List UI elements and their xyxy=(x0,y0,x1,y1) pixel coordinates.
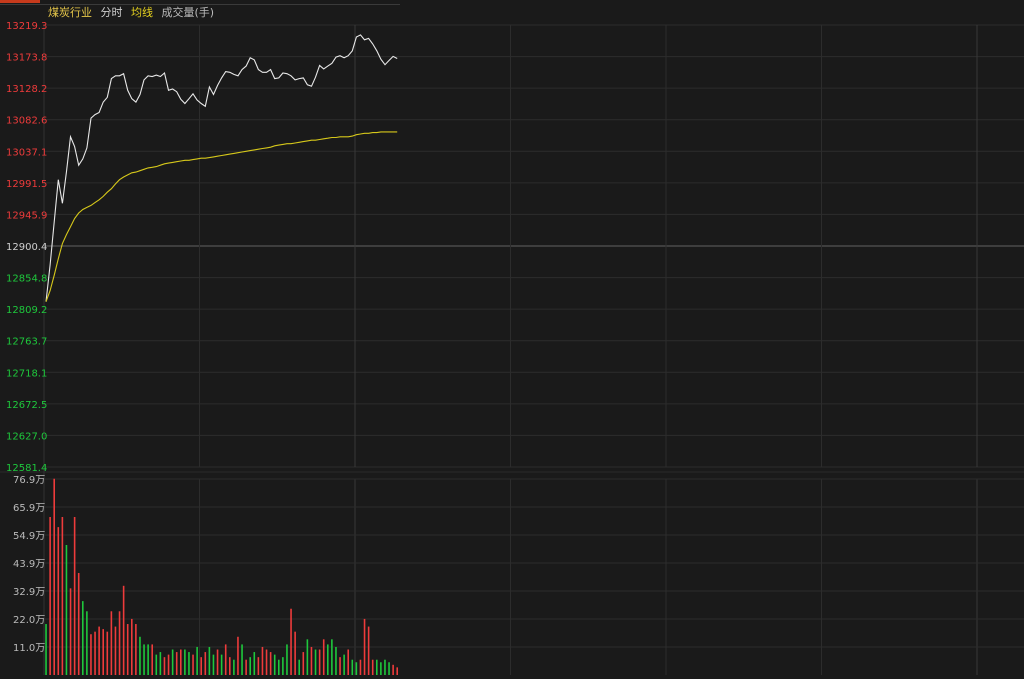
grid-lines xyxy=(0,24,1024,675)
volume-tick-label: 11.0万 xyxy=(13,643,45,654)
price-tick-label: 12718.1 xyxy=(6,368,47,379)
price-line xyxy=(45,34,398,302)
price-tick-label: 12627.0 xyxy=(6,431,47,442)
price-tick-label: 13128.2 xyxy=(6,84,47,95)
chart-header: 煤炭行业 分时 均线 成交量(手) xyxy=(48,5,219,21)
avg-line-label: 均线 xyxy=(131,6,153,19)
volume-tick-label: 54.9万 xyxy=(13,531,45,542)
price-tick-label: 13219.3 xyxy=(6,21,47,32)
price-tick-label: 12672.5 xyxy=(6,400,47,411)
volume-tick-label: 76.9万 xyxy=(13,475,45,486)
volume-bars xyxy=(45,478,399,675)
price-tick-label: 13173.8 xyxy=(6,53,47,64)
volume-tick-label: 22.0万 xyxy=(13,615,45,626)
active-tab-indicator xyxy=(0,0,40,3)
price-tick-label: 12854.8 xyxy=(6,274,47,285)
price-tick-label: 12581.4 xyxy=(6,463,47,474)
price-lines xyxy=(45,34,398,302)
sector-title: 煤炭行业 xyxy=(48,6,92,19)
price-tick-label: 13082.6 xyxy=(6,116,47,127)
volume-tick-label: 65.9万 xyxy=(13,503,45,514)
price-tick-label: 12991.5 xyxy=(6,179,47,190)
avg-price-line xyxy=(45,131,398,302)
volume-label: 成交量(手) xyxy=(161,6,215,19)
volume-axis: 76.9万 65.9万 54.9万 43.9万 32.9万 22.0万 11.0万 xyxy=(13,475,45,654)
price-tick-label: 12900.4 xyxy=(6,242,47,253)
price-tick-label: 12945.9 xyxy=(6,210,47,221)
top-tab-bar xyxy=(0,0,400,5)
price-axis: 13219.3 13173.8 13128.2 13082.6 13037.1 12991… xyxy=(6,21,47,474)
volume-tick-label: 32.9万 xyxy=(13,587,45,598)
price-tick-label: 12763.7 xyxy=(6,337,47,348)
price-tick-label: 13037.1 xyxy=(6,147,47,158)
price-tick-label: 12809.2 xyxy=(6,305,47,316)
mode-label[interactable]: 分时 xyxy=(100,6,123,19)
volume-tick-label: 43.9万 xyxy=(13,559,45,570)
